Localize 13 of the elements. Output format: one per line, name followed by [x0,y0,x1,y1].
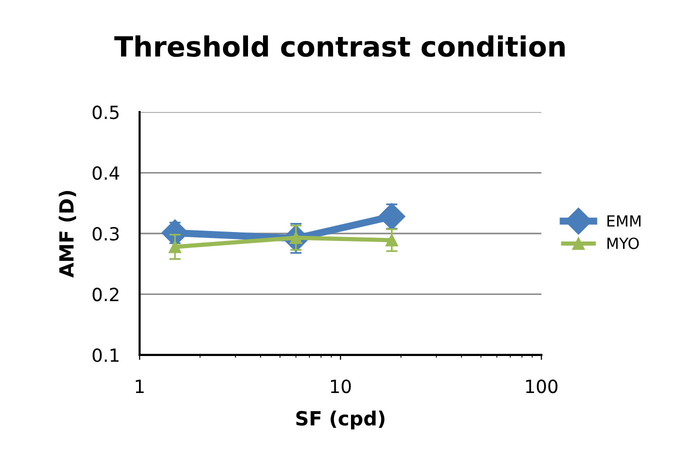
chart-title: Threshold contrast condition [114,35,565,57]
legend-label: MYO [607,238,639,250]
x-axis-title: SF (cpd) [296,410,384,430]
x-tick-label: 1 [136,380,144,393]
y-axis-title: AMF (D) [58,190,76,278]
legend-label: EMM [607,215,640,227]
y-tick-label: 0.3 [92,226,119,241]
y-tick-label: 0.1 [92,348,118,362]
x-tick-label: 10 [330,380,351,394]
x-tick-label: 100 [526,380,558,394]
y-tick-label: 0.4 [92,166,120,180]
y-tick-label: 0.5 [92,106,119,120]
y-tick-label: 0.2 [92,288,118,302]
